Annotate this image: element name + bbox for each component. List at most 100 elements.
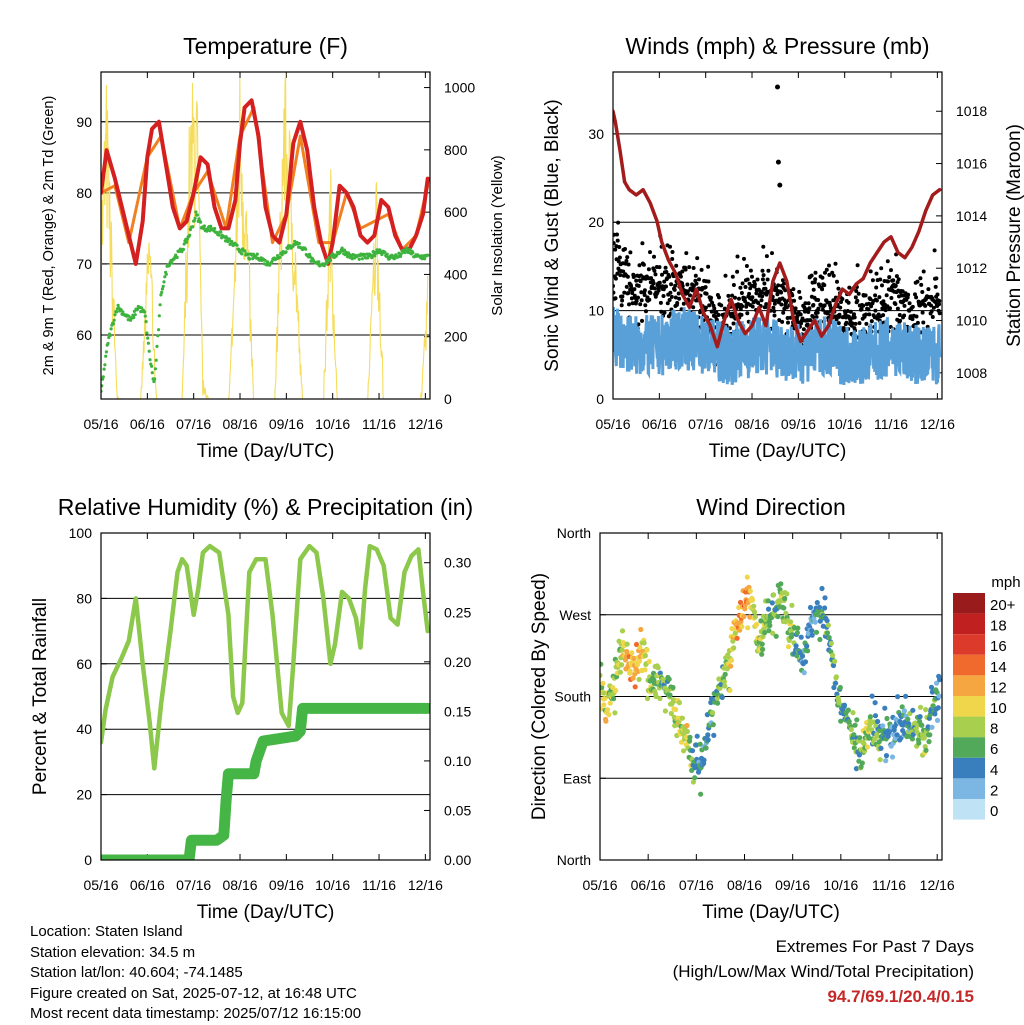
gust-point [707, 303, 712, 308]
direction-point [910, 731, 916, 738]
dewpoint-point [350, 257, 354, 261]
y-axis-label: Direction (Colored By Speed) [529, 573, 550, 820]
gust-point [801, 327, 806, 332]
gust-point [750, 274, 754, 279]
direction-point [600, 706, 603, 712]
dewpoint-point [278, 255, 282, 259]
gust-point [761, 273, 766, 278]
dewpoint-point [101, 375, 105, 379]
gust-point [836, 321, 841, 326]
direction-point [802, 659, 809, 665]
gust-point [812, 280, 817, 285]
y2-tick-label: 0.25 [444, 604, 471, 620]
gust-point [619, 303, 624, 308]
direction-point [937, 677, 942, 683]
direction-point [841, 702, 848, 708]
direction-point [600, 672, 603, 678]
gust-point [855, 263, 860, 268]
y2-tick-label: 0.10 [444, 753, 471, 769]
gust-point [816, 298, 821, 302]
direction-point [605, 707, 611, 713]
gust-point [923, 303, 928, 308]
gust-point [730, 274, 735, 279]
direction-point [734, 635, 740, 641]
direction-point [783, 610, 789, 616]
y2-tick-label: 800 [444, 142, 468, 158]
x-tick-label: 07/16 [679, 877, 714, 893]
gust-point [626, 262, 631, 267]
gust-point [806, 301, 811, 306]
gust-point [881, 313, 886, 318]
gust-point [615, 238, 620, 243]
direction-point [814, 600, 820, 606]
dewpoint-point [160, 290, 164, 294]
chart-title: Winds (mph) & Pressure (mb) [625, 33, 929, 59]
panel-winds: Winds (mph) & Pressure (mb) Time (Day/UTC… [542, 33, 1024, 462]
direction-point [886, 728, 893, 734]
direction-point [611, 696, 617, 702]
gust-point [869, 319, 874, 324]
direction-point [744, 574, 750, 580]
chart-title: Temperature (F) [183, 33, 348, 59]
gust-point [886, 279, 891, 284]
dewpoint-point [104, 350, 108, 354]
series-station-pressure [613, 109, 942, 349]
gust-point [744, 264, 749, 268]
gust-point [772, 313, 777, 318]
gust-point [658, 300, 663, 305]
gust-point [764, 254, 769, 259]
gust-point [617, 255, 622, 260]
dewpoint-point [240, 252, 244, 256]
gust-point [629, 284, 634, 289]
direction-point [662, 708, 669, 714]
chart-title: Wind Direction [696, 494, 846, 520]
dewpoint-point [162, 280, 166, 284]
gust-point [902, 313, 907, 318]
gust-point [760, 294, 765, 299]
x-tick-label: 05/16 [83, 416, 118, 432]
speed-legend: mph 20+ 18 16 14 12 10 8 6 4 2 0 [953, 574, 1021, 820]
direction-point [906, 721, 912, 727]
gust-point [740, 304, 745, 309]
gust-point [625, 255, 630, 260]
gust-point [644, 309, 648, 314]
direction-point [631, 655, 637, 662]
gust-point [920, 310, 925, 315]
dewpoint-point [263, 258, 267, 262]
x-tick-label: 11/16 [874, 416, 908, 432]
gust-point [616, 220, 621, 225]
gust-point [662, 279, 667, 284]
direction-point [921, 735, 927, 741]
x-tick-label: 10/16 [315, 877, 350, 893]
direction-point [936, 693, 942, 699]
extremes-box: Extremes For Past 7 Days (High/Low/Max W… [673, 934, 974, 1009]
direction-point [816, 604, 823, 611]
dewpoint-point [335, 253, 339, 257]
legend-label: 16 [990, 638, 1007, 655]
dewpoint-point [297, 241, 301, 246]
gust-point [648, 291, 653, 295]
dewpoint-point [111, 322, 115, 326]
gust-point [659, 309, 664, 314]
dewpoint-point [399, 252, 403, 256]
dewpoint-point [340, 246, 344, 250]
gust-point [613, 241, 616, 246]
gust-point [786, 320, 790, 325]
direction-point [848, 726, 854, 733]
station-location: Location: Staten Island [30, 923, 183, 940]
gust-point [660, 272, 664, 277]
direction-point [877, 757, 883, 763]
gust-point [879, 266, 884, 271]
gust-point [827, 263, 831, 268]
y-tick-label: North [557, 525, 591, 541]
direction-point [875, 718, 881, 725]
dewpoint-point [143, 314, 147, 318]
direction-point [807, 604, 814, 611]
direction-point [636, 658, 643, 664]
gust-point [740, 281, 745, 286]
dewpoint-point [159, 293, 163, 297]
direction-point [673, 706, 679, 713]
gust-point [731, 321, 736, 326]
y2-tick-label: 0.15 [444, 703, 471, 719]
dewpoint-point [150, 371, 154, 375]
